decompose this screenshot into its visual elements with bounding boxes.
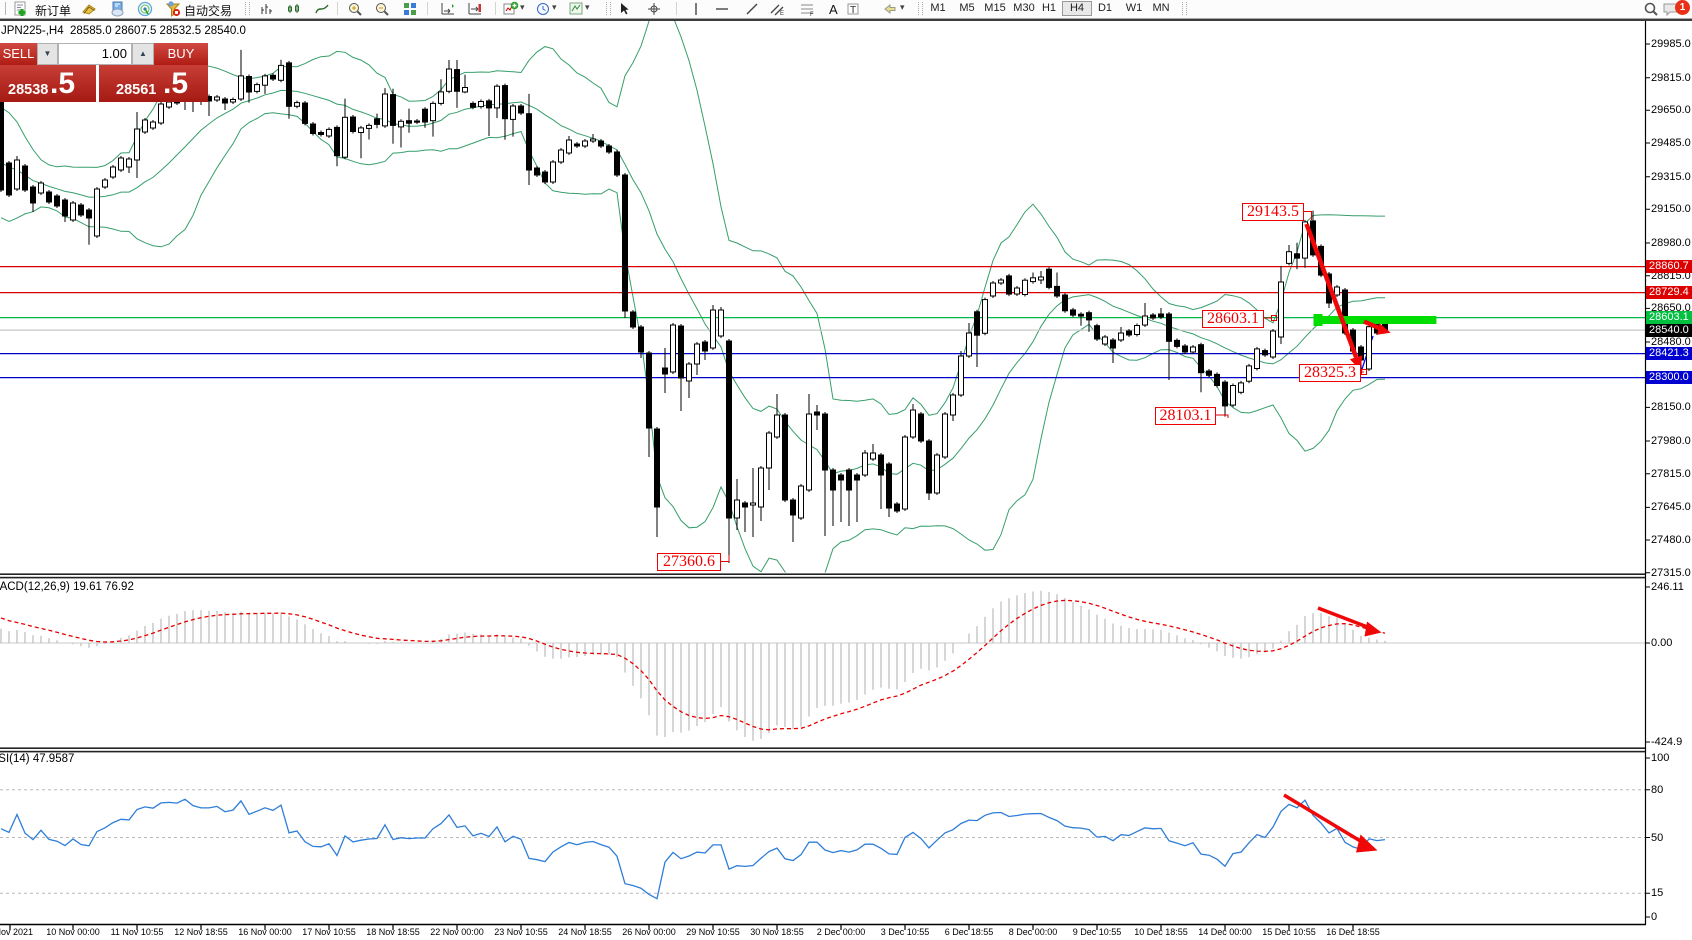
svg-text:F: F — [810, 12, 814, 17]
svg-text:T: T — [850, 5, 856, 16]
svg-text:E: E — [780, 11, 784, 17]
